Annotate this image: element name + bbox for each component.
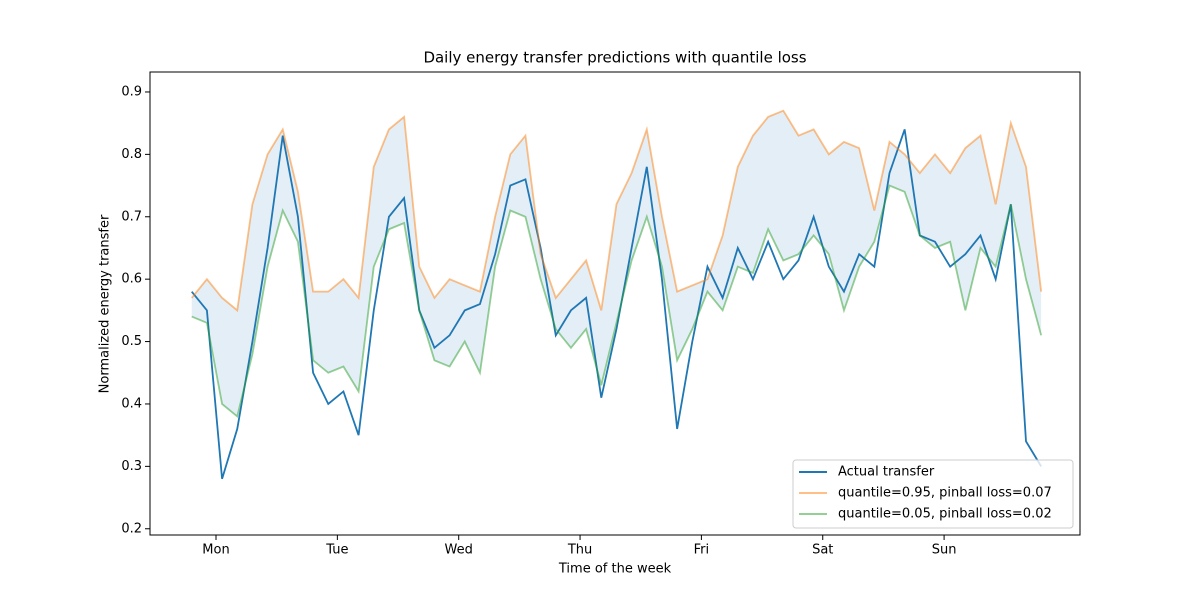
legend-label: quantile=0.05, pinball loss=0.02 bbox=[838, 507, 1052, 522]
x-tick-label: Mon bbox=[202, 543, 229, 558]
x-axis-label: Time of the week bbox=[558, 562, 672, 577]
x-tick-label: Fri bbox=[694, 543, 710, 558]
x-tick-label: Tue bbox=[325, 543, 348, 558]
series-line bbox=[191, 129, 1042, 480]
chart-title: Daily energy transfer predictions with q… bbox=[423, 49, 806, 67]
x-tick-label: Sun bbox=[932, 543, 957, 558]
y-tick-label: 0.6 bbox=[121, 272, 142, 287]
series-line bbox=[191, 184, 1043, 419]
quantile-band bbox=[191, 110, 1042, 417]
y-tick-label: 0.4 bbox=[121, 396, 142, 411]
legend-box bbox=[792, 459, 1074, 529]
x-tick-label: Wed bbox=[445, 543, 473, 558]
x-tick-label: Thu bbox=[567, 543, 592, 558]
y-axis-label: Normalized energy transfer bbox=[98, 214, 113, 393]
y-tick-label: 0.2 bbox=[121, 521, 142, 536]
series-line bbox=[191, 109, 1043, 313]
plot-frame bbox=[149, 71, 1081, 536]
legend-label: quantile=0.95, pinball loss=0.07 bbox=[838, 486, 1052, 501]
y-tick-label: 0.7 bbox=[121, 209, 142, 224]
y-tick-label: 0.9 bbox=[121, 84, 142, 99]
y-tick-label: 0.5 bbox=[121, 334, 142, 349]
y-tick-label: 0.8 bbox=[121, 147, 142, 162]
y-tick-label: 0.3 bbox=[121, 459, 142, 474]
x-tick-label: Sat bbox=[812, 543, 833, 558]
legend-label: Actual transfer bbox=[838, 465, 935, 480]
